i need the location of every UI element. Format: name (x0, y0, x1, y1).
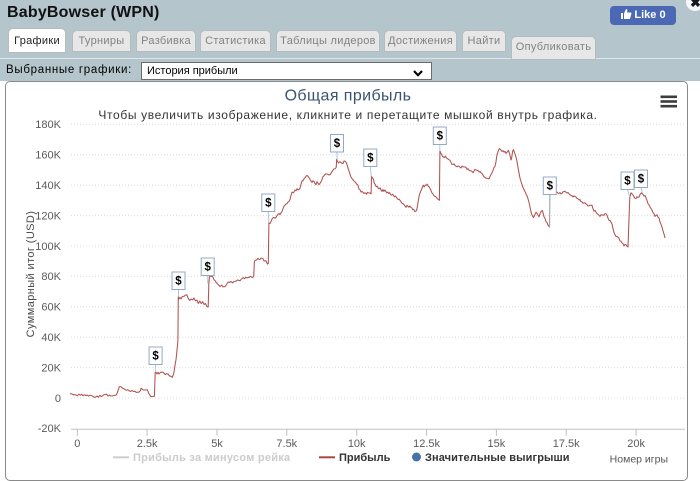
svg-text:$: $ (152, 351, 159, 363)
svg-text:12.5k: 12.5k (413, 438, 440, 450)
svg-text:20k: 20k (627, 438, 645, 450)
svg-text:160K: 160K (35, 150, 61, 162)
svg-text:120K: 120K (35, 210, 61, 222)
svg-text:10k: 10k (348, 438, 366, 450)
svg-text:-20K: -20K (38, 423, 62, 435)
svg-text:2.5k: 2.5k (137, 438, 158, 450)
svg-text:0: 0 (74, 438, 80, 450)
svg-text:Прибыль: Прибыль (339, 452, 391, 464)
svg-text:$: $ (437, 131, 444, 143)
svg-text:$: $ (624, 176, 631, 188)
svg-text:Суммарный итог (USD): Суммарный итог (USD) (25, 211, 37, 338)
svg-text:Чтобы увеличить изображение, к: Чтобы увеличить изображение, кликните и … (98, 108, 597, 122)
svg-text:7.5k: 7.5k (276, 438, 297, 450)
svg-text:$: $ (334, 138, 341, 150)
svg-text:$: $ (265, 198, 272, 210)
svg-text:Общая прибыль: Общая прибыль (285, 88, 412, 105)
svg-text:Номер игры: Номер игры (610, 454, 668, 466)
svg-text:140K: 140K (35, 180, 61, 192)
svg-text:5k: 5k (211, 438, 223, 450)
svg-text:100K: 100K (35, 241, 61, 253)
svg-text:$: $ (175, 276, 182, 288)
svg-text:$: $ (638, 174, 645, 186)
svg-text:$: $ (367, 153, 374, 165)
svg-text:Значительные выигрыши: Значительные выигрыши (425, 452, 570, 464)
svg-text:60K: 60K (41, 302, 61, 314)
svg-text:15k: 15k (488, 438, 506, 450)
svg-text:17.5k: 17.5k (553, 438, 580, 450)
svg-text:$: $ (547, 181, 554, 193)
svg-text:$: $ (204, 262, 211, 274)
svg-text:180K: 180K (35, 119, 61, 131)
svg-text:80K: 80K (41, 271, 61, 283)
svg-text:40K: 40K (41, 332, 61, 344)
svg-text:0: 0 (55, 393, 61, 405)
svg-text:Прибыль за минусом рейка: Прибыль за минусом рейка (133, 452, 291, 464)
svg-text:20K: 20K (41, 362, 61, 374)
